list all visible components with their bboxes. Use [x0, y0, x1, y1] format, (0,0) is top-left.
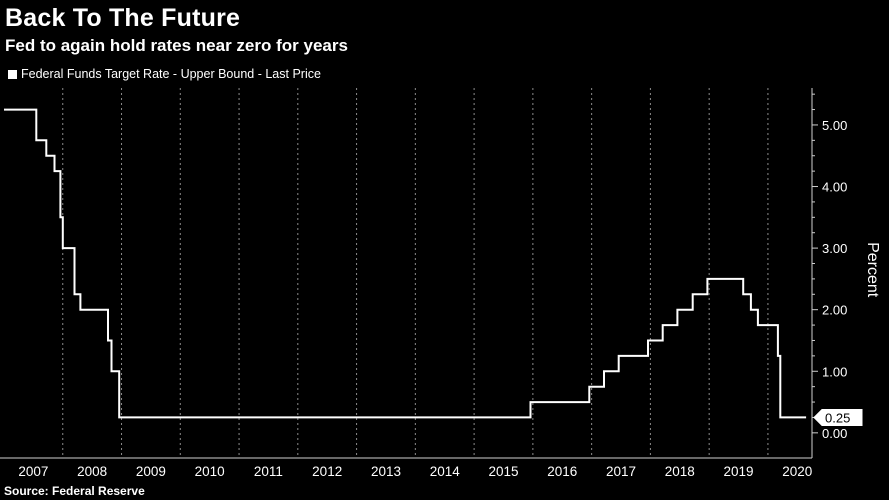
- x-tick-label: 2018: [665, 464, 695, 479]
- legend-swatch: [8, 69, 17, 79]
- x-tick-label: 2010: [195, 464, 225, 479]
- x-tick-label: 2014: [430, 464, 461, 479]
- y-tick-label: 0.00: [822, 426, 847, 441]
- x-tick-label: 2016: [547, 464, 577, 479]
- x-tick-label: 2017: [606, 464, 636, 479]
- x-tick-label: 2020: [782, 464, 812, 479]
- y-tick-label: 1.00: [822, 364, 847, 379]
- x-tick-label: 2013: [371, 464, 401, 479]
- x-tick-label: 2009: [136, 464, 166, 479]
- last-value-marker: [813, 408, 863, 426]
- source-note: Source: Federal Reserve: [4, 484, 145, 498]
- legend-label: Federal Funds Target Rate - Upper Bound …: [21, 67, 321, 81]
- chart-subtitle: Fed to again hold rates near zero for ye…: [5, 36, 348, 55]
- x-tick-label: 2012: [312, 464, 342, 479]
- series-line: [4, 108, 807, 419]
- legend: Federal Funds Target Rate - Upper Bound …: [8, 67, 321, 81]
- chart-title: Back To The Future: [5, 4, 241, 32]
- y-axis-label: Percent: [864, 242, 881, 298]
- y-tick-label: 4.00: [822, 180, 847, 195]
- x-tick-label: 2011: [254, 464, 283, 479]
- x-tick-label: 2019: [724, 464, 754, 479]
- y-tick-label: 2.00: [822, 303, 847, 318]
- x-tick-label: 2015: [488, 464, 518, 479]
- y-tick-label: 5.00: [822, 118, 847, 133]
- y-tick-label: 3.00: [822, 241, 847, 256]
- x-tick-label: 2008: [77, 464, 107, 479]
- last-value-label: 0.25: [825, 410, 850, 425]
- x-tick-label: 2007: [18, 464, 48, 479]
